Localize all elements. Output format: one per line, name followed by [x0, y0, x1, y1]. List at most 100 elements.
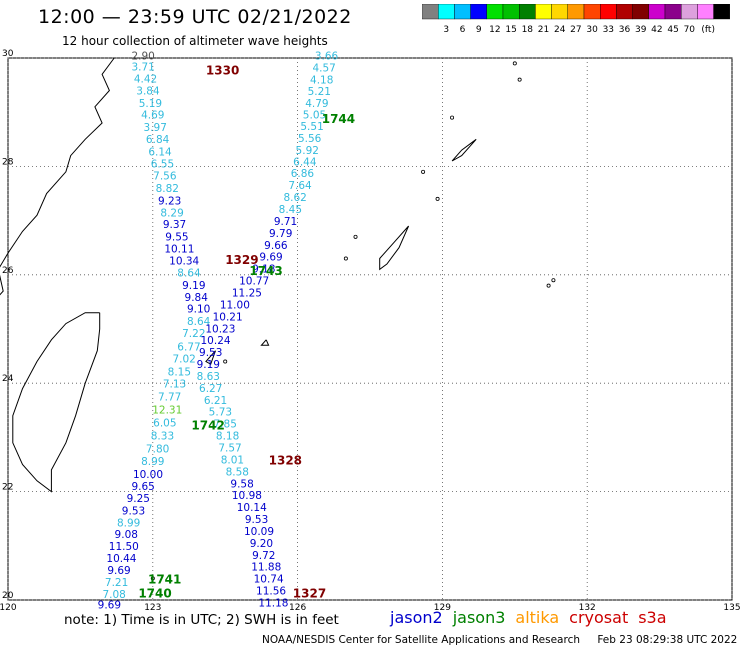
track-west-wave-height-value: 9.69: [107, 565, 130, 577]
colorbar-tick-label: 12: [489, 25, 500, 35]
map-frame: [7, 57, 733, 601]
lon-tick-label: 132: [579, 603, 596, 610]
track-west-wave-height-value: 9.10: [187, 304, 210, 316]
coastline: [260, 339, 270, 346]
islet: [343, 256, 348, 261]
satellite-altika: altika: [515, 608, 560, 627]
pass-time-label: 1740: [138, 586, 171, 600]
lat-tick-label: 24: [2, 374, 14, 384]
colorbar-tick-label: 3: [443, 25, 449, 35]
track-west-wave-height-value: 7.77: [158, 392, 181, 404]
colorbar-tick-label: 30: [586, 25, 598, 35]
satellite-cryosat: cryosat: [569, 608, 629, 627]
track-east-wave-height-value: 5.05: [303, 110, 326, 122]
track-east-wave-height-value: 4.79: [305, 98, 328, 110]
track-west-wave-height-value: 3.97: [144, 122, 167, 134]
track-west-wave-height-value: 4.42: [134, 73, 157, 85]
track-west-wave-height-value: 9.08: [115, 529, 138, 541]
colorbar-tick-label: 36: [619, 25, 631, 35]
colorbar-tick-label: 6: [460, 25, 466, 35]
track-east-wave-height-value: 5.92: [296, 145, 319, 157]
track-east-wave-height-value: 11.18: [258, 598, 288, 610]
lon-tick-label: 123: [144, 603, 161, 610]
track-east-wave-height-value: 9.71: [274, 216, 297, 228]
colorbar-legend: 3 6 9 12 15 18 21 24 27 30 33 36 39 42 45 70 (ft): [422, 4, 731, 35]
colorbar-swatch: [713, 4, 731, 20]
islet: [353, 234, 358, 239]
islet: [551, 278, 556, 283]
track-west-wave-height-value: 6.55: [151, 158, 174, 170]
colorbar-tick-label: 42: [651, 25, 662, 35]
coastline: [379, 225, 410, 271]
track-east-wave-height-value: 10.23: [205, 323, 235, 335]
track-east-wave-height-value: 5.73: [209, 407, 232, 419]
islet: [517, 77, 522, 82]
islet: [450, 115, 455, 120]
track-east-wave-height-value: 11.56: [256, 586, 286, 598]
track-west-wave-height-value: 2.90: [131, 51, 154, 63]
track-east-wave-height-value: 9.18: [252, 264, 275, 276]
track-east-wave-height-value: 8.62: [283, 192, 306, 204]
pass-time-label: 1330: [206, 63, 239, 77]
track-west-wave-height-value: 9.37: [163, 219, 186, 231]
track-west-wave-height-value: 5.19: [139, 98, 162, 110]
lon-tick-label: 126: [289, 603, 306, 610]
track-east-wave-height-value: 9.53: [245, 514, 268, 526]
track-east-wave-height-value: 8.58: [226, 466, 249, 478]
track-east-wave-height-value: 11.88: [251, 562, 281, 574]
track-east-wave-height-value: 10.77: [239, 276, 269, 288]
colorbar-tick-label: 21: [538, 25, 549, 35]
track-west-wave-height-value: 9.53: [122, 505, 145, 517]
islet: [512, 61, 517, 66]
lat-tick-label: 20: [2, 591, 14, 601]
lon-tick-label: 120: [0, 603, 17, 610]
track-east-wave-height-value: 9.69: [259, 252, 282, 264]
track-west-wave-height-value: 3.84: [136, 85, 160, 97]
track-west-wave-height-value: 8.99: [141, 456, 164, 468]
lon-tick-label: 135: [723, 603, 740, 610]
track-east-wave-height-value: 9.72: [252, 550, 275, 562]
track-west-wave-height-value: 10.11: [164, 244, 194, 256]
track-east-wave-height-value: 7.64: [288, 180, 312, 192]
track-east-wave-height-value: 10.14: [237, 502, 267, 514]
credit-line: NOAA/NESDIS Center for Satellite Applica…: [262, 634, 737, 646]
satellite-jason3: jason3: [452, 608, 506, 627]
track-west-wave-height-value: 7.02: [172, 354, 195, 366]
track-east-wave-height-value: 9.66: [264, 240, 288, 252]
track-east-wave-height-value: 8.18: [216, 431, 239, 443]
track-west-wave-height-value: 6.05: [153, 418, 176, 430]
map-subtitle: 12 hour collection of altimeter wave hei…: [62, 34, 328, 48]
track-west-wave-height-value: 6.77: [177, 342, 200, 354]
track-west-wave-height-value: 9.69: [98, 600, 121, 610]
track-east-wave-height-value: 8.63: [197, 371, 220, 383]
track-west-wave-height-value: 7.21: [105, 577, 128, 589]
track-east-wave-height-value: 11.25: [232, 287, 262, 299]
satellite-s3a: s3a: [638, 608, 667, 627]
track-east-wave-height-value: 6.21: [204, 395, 227, 407]
coastline: [451, 138, 477, 162]
colorbar-tick-label: 45: [667, 25, 678, 35]
track-west-wave-height-value: 11.50: [109, 541, 139, 553]
track-west-wave-height-value: 8.33: [151, 431, 174, 443]
track-east-wave-height-value: 6.86: [291, 168, 315, 180]
track-west-wave-height-value: 7.80: [146, 444, 169, 456]
track-west-wave-height-value: 8.29: [160, 207, 183, 219]
units-note: note: 1) Time is in UTC; 2) SWH is in fe…: [64, 612, 339, 628]
colorbar-unit: (ft): [701, 25, 715, 35]
coastline: [0, 57, 115, 296]
track-east-wave-height-value: 5.51: [300, 121, 323, 133]
wave-height-map: 3028262422201201231261291321352.903.714.…: [0, 49, 740, 610]
islet: [150, 576, 155, 581]
lat-tick-label: 22: [2, 483, 13, 493]
track-west-wave-height-value: 9.65: [131, 481, 154, 493]
islet: [546, 283, 551, 288]
track-west-wave-height-value: 7.56: [153, 170, 177, 182]
colorbar-tick-label: 18: [522, 25, 534, 35]
pass-time-label: 1742: [191, 418, 224, 432]
track-west-wave-height-value: 10.44: [106, 553, 136, 565]
pass-time-label: 1328: [269, 454, 302, 468]
track-west-wave-height-value: 12.31: [152, 405, 182, 417]
track-west-wave-height-value: 3.71: [131, 61, 154, 73]
track-east-wave-height-value: 5.21: [308, 86, 331, 98]
track-west-wave-height-value: 8.64: [187, 316, 211, 328]
